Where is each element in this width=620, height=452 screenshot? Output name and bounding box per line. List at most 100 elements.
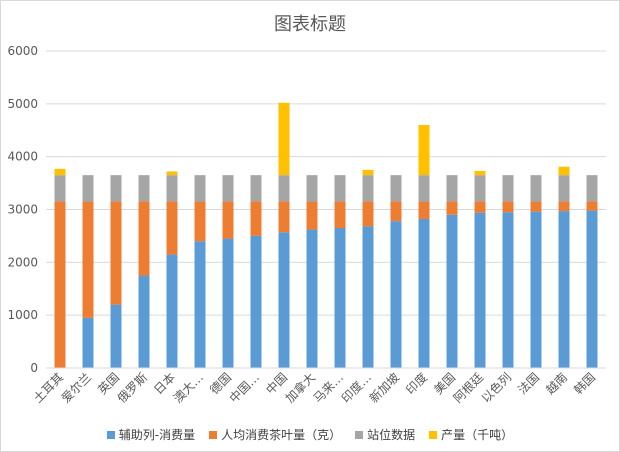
x-tick-label: 法国 [515,370,542,397]
y-tick-label: 1000 [7,308,38,322]
bar-segment [82,317,94,368]
bar-segment [278,201,290,233]
bar-segment [362,201,374,227]
bar-segment [334,201,346,228]
legend-swatch [355,430,364,439]
bar-segment [278,175,290,202]
bar-segment [110,304,122,368]
bar-segment [166,175,178,202]
bar-segment [82,175,94,202]
bar-segment [334,227,346,368]
bar-segment [138,275,150,368]
y-tick-label: 2000 [7,255,38,269]
bar-segment [362,169,374,176]
bar-segment [222,238,234,368]
bar-segment [446,175,458,202]
y-tick-label: 3000 [7,203,38,217]
bar-segment [110,175,122,202]
bar-segment [502,201,514,213]
bar-segment [278,232,290,368]
bar-segment [530,211,542,368]
bar-segment [418,201,430,220]
bar-segment [558,211,570,368]
bar-segment [222,201,234,239]
bar-segment [194,175,206,202]
y-tick-label: 6000 [7,44,38,58]
bar-segment [166,201,178,255]
legend-entry: 产量（千吨） [429,426,513,443]
x-tick-label: 马来… [311,370,346,405]
x-tick-label: 爱尔兰 [58,370,94,406]
x-tick-label: 中国… [226,370,262,406]
bar-segment [54,201,66,368]
bar-segment [306,201,318,230]
y-tick-label: 4000 [7,150,38,164]
bar-segment [306,175,318,202]
bar-segment [194,201,206,242]
bar-segment [502,175,514,202]
bar-segment [586,175,598,202]
chart-legend: 辅助列-消费量 人均消费茶叶量（克） 站位数据 产量（千吨） [0,426,620,443]
bar-segment [446,201,458,215]
bar-segment [586,201,598,211]
bar-segment [390,221,402,368]
x-tick-label: 俄罗斯 [115,370,150,405]
x-tick-label: 越南 [543,370,571,398]
x-tick-label: 印度… [338,370,374,406]
bar-segment [530,201,542,212]
bar-segment [334,175,346,202]
x-tick-label: 韩国 [571,370,599,398]
y-tick-label: 5000 [7,97,38,111]
bar-segment [278,102,290,176]
bar-segment [474,201,486,213]
bar-segment [418,219,430,368]
x-tick-label: 加拿大 [282,370,318,406]
bar-segment [390,175,402,202]
x-tick-label: 新加坡 [366,370,402,406]
x-tick-label: 印度 [403,370,431,398]
bar-segment [194,241,206,368]
bar-segment [474,175,486,202]
legend-swatch [209,430,218,439]
bar-segment [362,175,374,202]
bar-segment [474,212,486,368]
legend-swatch [106,430,115,439]
x-tick-label: 土耳其 [31,370,66,405]
bar-segment [502,212,514,368]
bar-segment [530,175,542,202]
bar-segment [54,168,66,176]
bar-segment [418,124,430,176]
bar-segment [222,175,234,202]
legend-label: 站位数据 [367,428,416,442]
x-tick-label: 以色列 [479,370,514,405]
x-tick-label: 澳大… [171,370,206,405]
bar-segment [474,170,486,176]
legend-entry: 人均消费茶叶量（克） [209,426,341,443]
bar-segment [446,214,458,368]
bar-segment [306,229,318,368]
legend-label: 辅助列-消费量 [118,428,196,442]
bar-segment [138,175,150,202]
bar-segment [110,201,122,305]
legend-entry: 站位数据 [355,426,415,443]
y-tick-label: 0 [30,361,38,375]
bar-segment [558,201,570,212]
legend-entry: 辅助列-消费量 [106,426,196,443]
bar-segment [250,235,262,368]
bar-segment [558,166,570,176]
bar-segment [418,175,430,202]
legend-label: 人均消费茶叶量（克） [221,428,342,442]
bar-segment [138,201,150,276]
bar-segment [250,201,262,236]
x-tick-label: 阿根廷 [451,370,486,405]
bar-segment [54,175,66,202]
bar-segment [166,171,178,176]
bar-segment [390,201,402,222]
legend-label: 产量（千吨） [441,428,514,442]
bar-segment [558,175,570,202]
bar-segment [362,226,374,368]
bar-segment [82,201,94,318]
chart-title: 图表标题 [274,14,346,35]
legend-swatch [429,430,438,439]
